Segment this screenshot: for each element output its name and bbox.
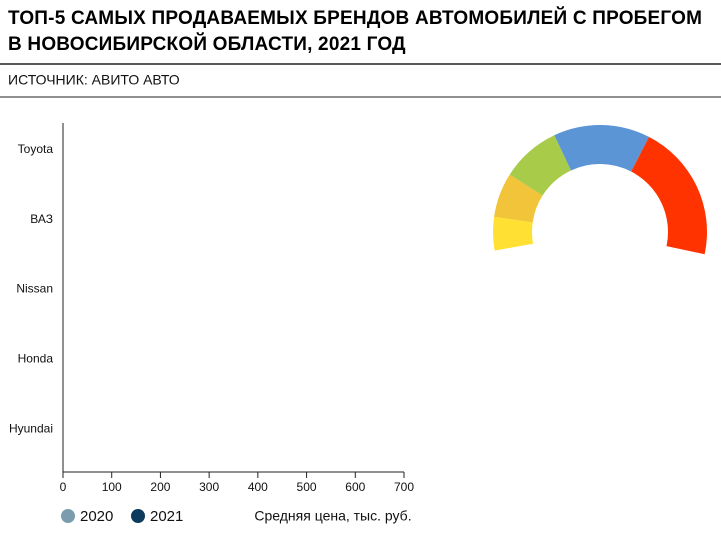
y-tick-label: Nissan	[16, 282, 53, 296]
legend-label: 2021	[150, 508, 183, 525]
y-tick-label: Toyota	[18, 142, 54, 156]
x-tick-label: 400	[248, 480, 268, 494]
legend-label: 2020	[80, 508, 113, 525]
x-tick-label: 100	[102, 480, 122, 494]
x-tick-label: 600	[345, 480, 365, 494]
title-box: ТОП-5 САМЫХ ПРОДАВАЕМЫХ БРЕНДОВ АВТОМОБИ…	[8, 8, 703, 55]
y-tick-label: Honda	[18, 351, 54, 365]
x-tick-label: 700	[394, 480, 414, 494]
x-tick-label: 0	[60, 480, 67, 494]
x-axis-label: Средняя цена, тыс. руб.	[254, 508, 411, 524]
donut-segment	[631, 136, 707, 255]
x-tick-label: 200	[150, 480, 170, 494]
source: ИСТОЧНИК: АВИТО АВТО	[8, 72, 180, 88]
y-tick-label: ВАЗ	[30, 212, 53, 226]
x-tick-label: 300	[199, 480, 219, 494]
chart-title: ТОП-5 САМЫХ ПРОДАВАЕМЫХ БРЕНДОВ АВТОМОБИ…	[8, 8, 703, 55]
legend-swatch	[131, 509, 145, 523]
donut-segment	[509, 135, 571, 196]
x-tick-label: 500	[297, 480, 317, 494]
donut-segment	[494, 174, 543, 223]
y-tick-label: Hyundai	[9, 421, 53, 435]
legend-swatch	[61, 509, 75, 523]
donut-segment	[493, 216, 534, 251]
donut-segment	[554, 124, 650, 172]
